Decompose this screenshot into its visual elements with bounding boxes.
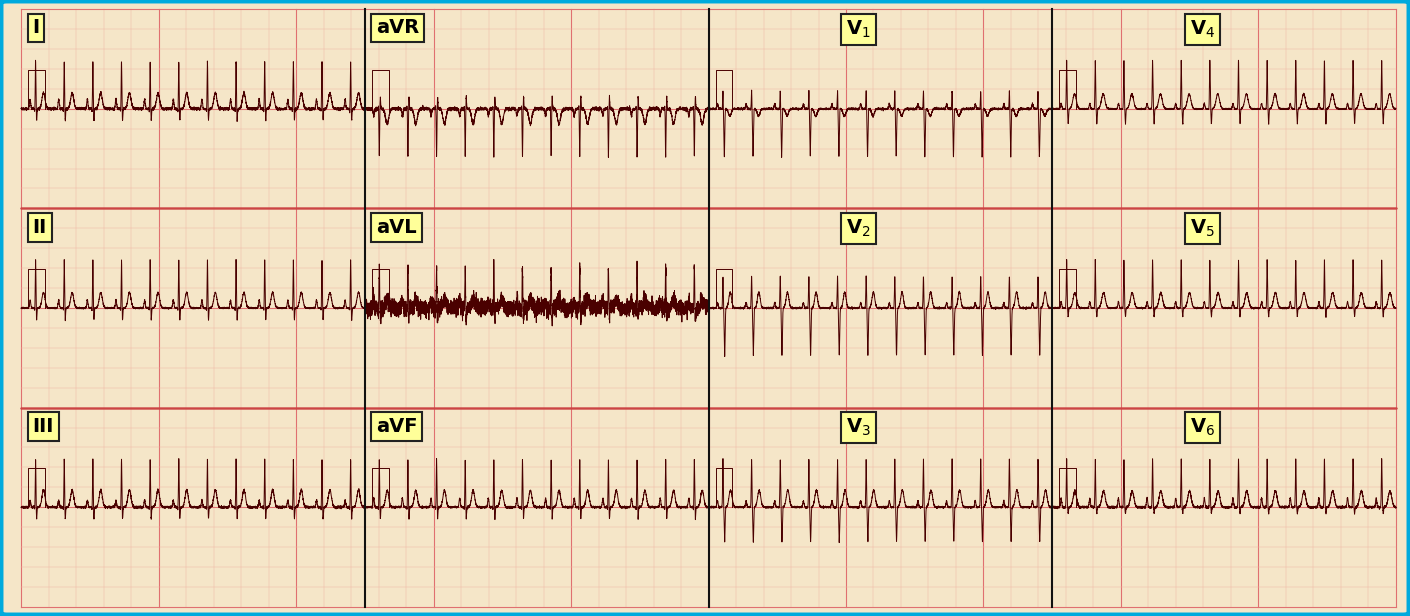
Text: aVL: aVL <box>376 217 417 237</box>
Text: V$_1$: V$_1$ <box>846 18 871 40</box>
Text: III: III <box>32 417 54 436</box>
Text: V$_6$: V$_6$ <box>1190 417 1215 438</box>
Text: V$_5$: V$_5$ <box>1190 217 1214 239</box>
Text: V$_4$: V$_4$ <box>1190 18 1215 40</box>
Text: V$_2$: V$_2$ <box>846 217 871 239</box>
Text: V$_3$: V$_3$ <box>846 417 871 438</box>
Text: II: II <box>32 217 47 237</box>
Text: aVR: aVR <box>376 18 419 38</box>
Text: I: I <box>32 18 39 38</box>
Text: aVF: aVF <box>376 417 417 436</box>
